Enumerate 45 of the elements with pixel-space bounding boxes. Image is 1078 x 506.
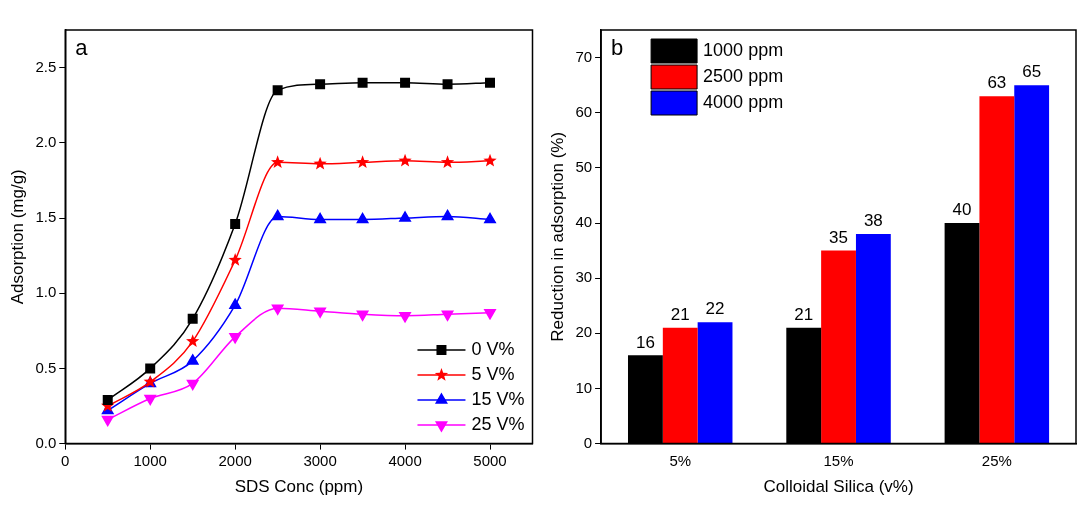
- legend-label: 2500 ppm: [703, 65, 784, 86]
- y-tick-label: 70: [575, 47, 593, 65]
- y-tick-label: 1.0: [35, 283, 57, 301]
- y-tick-label: 40: [575, 213, 593, 231]
- data-label: 63: [987, 73, 1007, 93]
- y-axis-title: Reduction in adsorption (%): [547, 131, 567, 342]
- x-tick-label: 5%: [669, 451, 692, 469]
- x-tick-label: 5000: [473, 451, 507, 469]
- x-tick-label: 4000: [388, 451, 422, 469]
- y-tick-label: 2.5: [35, 57, 57, 75]
- data-label: 65: [1022, 62, 1042, 82]
- data-label: 40: [952, 200, 972, 220]
- annotation: a: [75, 35, 89, 61]
- legend-label: 1000 ppm: [703, 39, 784, 60]
- legend-label: 4000 ppm: [703, 91, 784, 112]
- x-tick-label: 1000: [133, 451, 167, 469]
- y-tick-label: 0: [583, 433, 593, 451]
- y-tick-label: 0.5: [35, 358, 57, 376]
- x-tick-label: 15%: [823, 451, 854, 469]
- y-tick-label: 50: [575, 158, 593, 176]
- legend-label: 15 V%: [471, 389, 525, 410]
- data-label: 35: [829, 227, 848, 247]
- x-tick-label: 2000: [218, 451, 252, 469]
- y-tick-label: 60: [575, 102, 593, 120]
- x-axis-title: SDS Conc (ppm): [234, 477, 364, 497]
- y-tick-label: 0.0: [35, 433, 57, 451]
- data-label: 21: [794, 304, 814, 324]
- y-tick-label: 10: [575, 378, 593, 396]
- legend-label: 5 V%: [471, 364, 515, 385]
- legend-label: 25 V%: [471, 414, 525, 435]
- x-tick-label: 25%: [981, 451, 1012, 469]
- y-tick-label: 2.0: [35, 132, 57, 150]
- x-axis-title: Colloidal Silica (v%): [763, 477, 914, 497]
- data-label: 22: [705, 299, 725, 319]
- y-axis-title: Adsorption (mg/g): [7, 169, 27, 305]
- y-tick-label: 1.5: [35, 208, 57, 226]
- x-tick-label: 0: [61, 451, 70, 469]
- data-label: 21: [670, 304, 690, 324]
- y-tick-label: 30: [575, 268, 593, 286]
- y-tick-label: 20: [575, 323, 593, 341]
- annotation: b: [611, 35, 624, 61]
- data-label: 16: [635, 332, 655, 352]
- data-label: 38: [863, 211, 883, 231]
- x-tick-label: 3000: [303, 451, 337, 469]
- legend-label: 0 V%: [471, 339, 515, 360]
